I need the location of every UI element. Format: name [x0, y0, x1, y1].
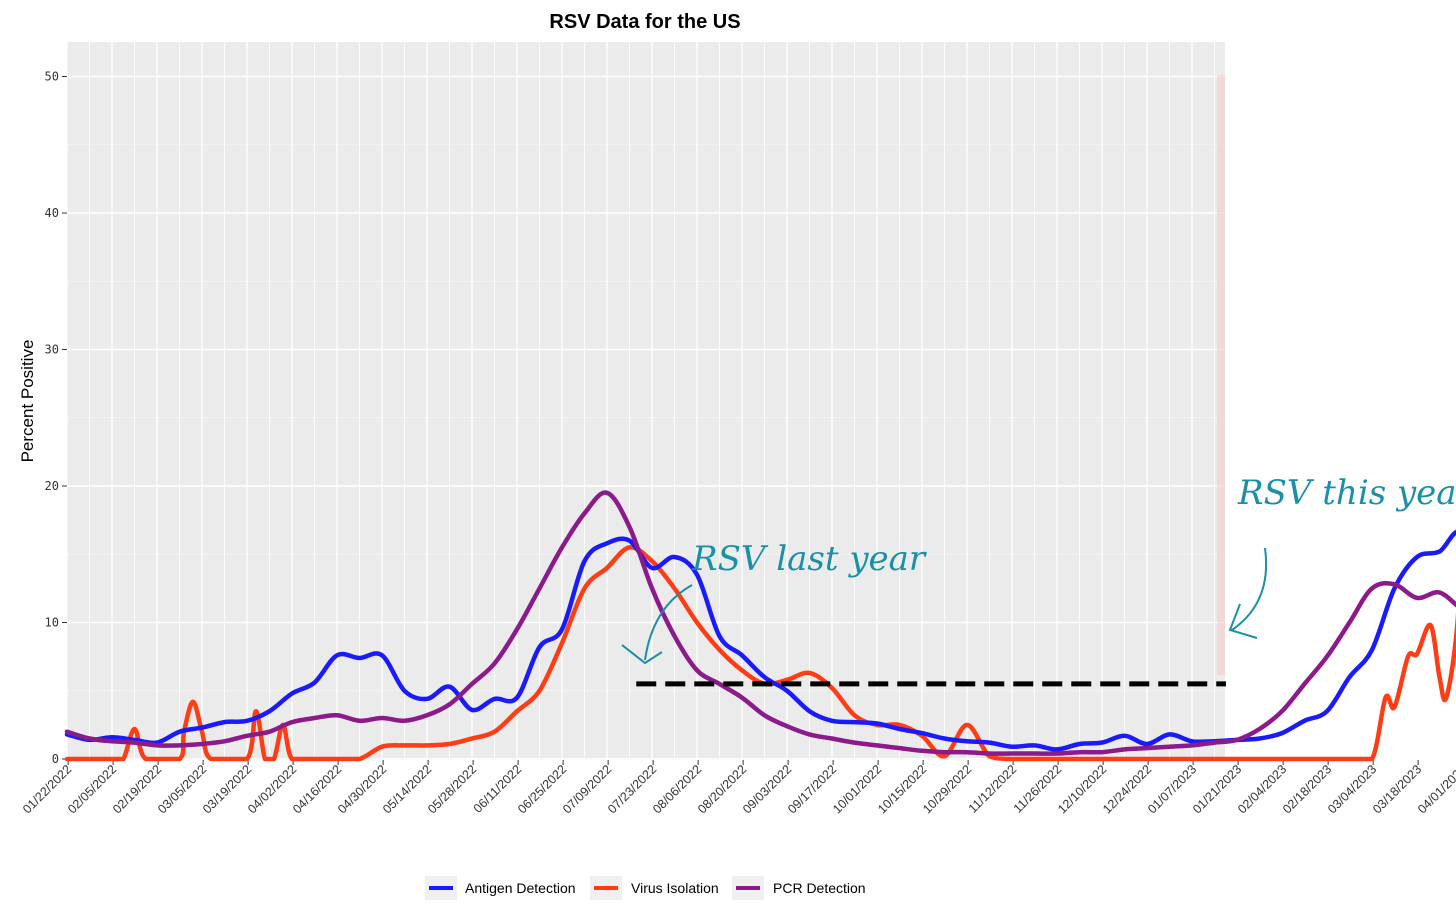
y-axis: 0 10 20 30 40 50	[45, 70, 67, 766]
faded-overlay	[1217, 75, 1225, 675]
annotation-rsv-last-year: RSV last year	[691, 539, 927, 579]
annotation-rsv-this-year: RSV this year	[1237, 473, 1456, 513]
series-line-pcr-detection	[64, 490, 1456, 756]
legend-label-antigen: Antigen Detection	[465, 880, 576, 896]
legend-label-pcr: PCR Detection	[773, 880, 866, 896]
x-tick-label: 10/29/2022	[920, 762, 974, 816]
series-layer	[64, 490, 1456, 762]
legend: Antigen Detection Virus Isolation PCR De…	[425, 876, 866, 900]
y-tick-label: 40	[45, 206, 59, 220]
series-line-virus-isolation	[64, 545, 1456, 762]
x-axis: 01/22/202202/05/202202/19/202203/05/2022…	[20, 760, 1456, 816]
series-line-antigen-detection	[64, 530, 1456, 752]
legend-label-virus: Virus Isolation	[631, 880, 719, 896]
y-tick-label: 20	[45, 479, 59, 493]
y-tick-label: 10	[45, 616, 59, 630]
y-tick-label: 0	[52, 752, 59, 766]
annotation-arrow-last-year	[644, 584, 693, 661]
x-tick-label: 05/28/2022	[425, 762, 479, 816]
y-tick-label: 50	[45, 70, 59, 84]
plot-panel	[67, 42, 1225, 760]
annotation-arrowhead-last-year	[621, 644, 663, 665]
y-axis-label: Percent Positive	[18, 340, 37, 463]
annotation-arrow-this-year	[1231, 547, 1267, 631]
chart-title: RSV Data for the US	[549, 11, 740, 33]
annotation-arrowhead-this-year	[1228, 603, 1258, 639]
y-tick-label: 30	[45, 343, 59, 357]
